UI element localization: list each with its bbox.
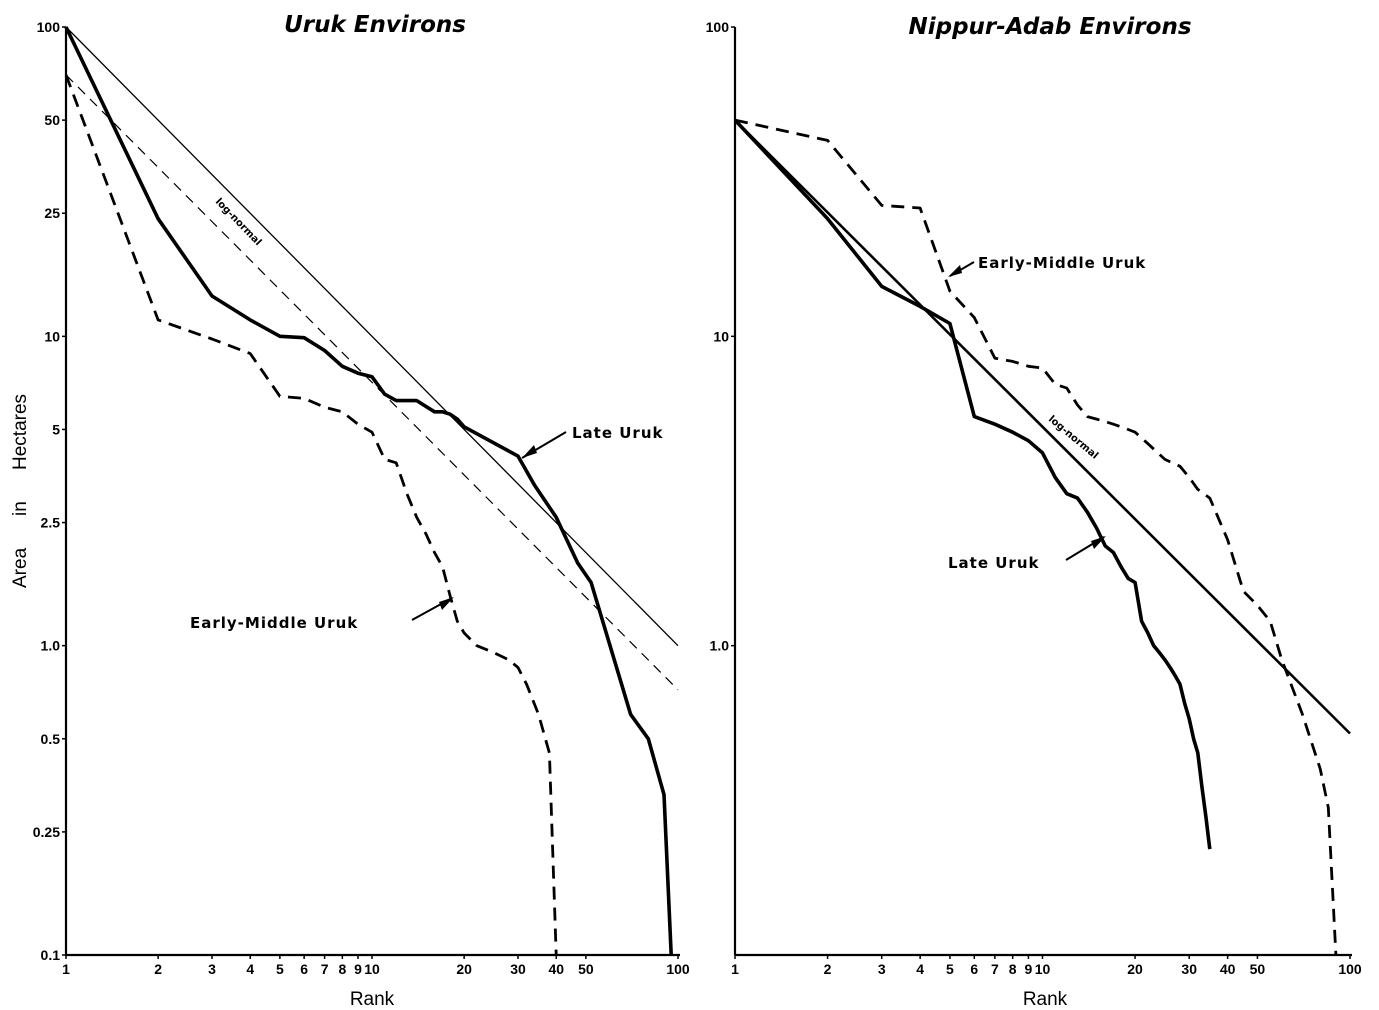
x-tick-label: 40 xyxy=(1220,961,1236,977)
reference-lines xyxy=(65,26,679,691)
series-lines xyxy=(733,118,1338,956)
x-tick-label: 10 xyxy=(1035,961,1051,977)
x-tick-label: 9 xyxy=(1025,961,1033,977)
x-tick-label: 20 xyxy=(1127,961,1143,977)
chart-uruk-environs: Uruk Environs 1 2 3 4 5 6 7 8 9 10 20 30 40 50 1000.10… xyxy=(10,12,690,1010)
axes xyxy=(733,27,1352,957)
x-tick-label: 50 xyxy=(1250,961,1266,977)
y-tick-label: 10 xyxy=(713,328,729,344)
series-lines xyxy=(64,26,673,956)
x-tick-label: 10 xyxy=(364,961,380,977)
y-tick-label: 50 xyxy=(44,112,60,128)
y-axis-label-word: Hectares xyxy=(10,394,31,470)
y-tick-label: 0.25 xyxy=(33,824,60,840)
x-tick-label: 1 xyxy=(62,961,70,977)
x-tick-label: 3 xyxy=(878,961,886,977)
reference-line xyxy=(65,74,679,691)
y-tick-label: 100 xyxy=(706,19,730,35)
x-tick-label: 20 xyxy=(456,961,472,977)
series-line xyxy=(734,118,1338,956)
arrowhead-icon xyxy=(948,265,962,277)
series-line xyxy=(733,118,1212,850)
tick-labels: 1 2 3 4 5 6 7 8 9 10 20 30 40 50 1000.10.250.51.02.551… xyxy=(33,19,690,977)
y-tick-label: 2.5 xyxy=(41,515,61,531)
arrowhead-icon xyxy=(1091,536,1106,549)
x-tick-label: 30 xyxy=(1181,961,1197,977)
arrowhead-icon xyxy=(439,597,454,610)
y-axis-label: Area in Hectares xyxy=(10,394,31,588)
x-tick-label: 4 xyxy=(916,961,924,977)
axes xyxy=(64,27,680,957)
reference-lines xyxy=(734,119,1351,735)
x-tick-label: 8 xyxy=(338,961,346,977)
x-tick-label: 100 xyxy=(1338,961,1362,977)
x-axis-label: Rank xyxy=(1023,989,1068,1010)
chart-title: Uruk Environs xyxy=(284,12,466,38)
annotation-late-uruk: Late Uruk xyxy=(948,554,1040,572)
x-tick-label: 100 xyxy=(666,961,690,977)
x-tick-label: 40 xyxy=(548,961,564,977)
y-tick-label: 0.5 xyxy=(41,731,61,747)
series-line xyxy=(64,74,558,956)
chart-nippur-adab-environs: Nippur-Adab Environs 1 2 3 4 5 6 7 8 9 10 20 30 40 50… xyxy=(706,14,1362,1010)
reference-line xyxy=(734,119,1351,735)
y-tick-label: 1.0 xyxy=(710,638,730,654)
y-tick-label: 5 xyxy=(52,421,60,437)
y-tick-label: 25 xyxy=(44,205,60,221)
y-tick-label: 10 xyxy=(44,328,60,344)
x-tick-label: 9 xyxy=(354,961,362,977)
reference-line xyxy=(65,26,679,647)
x-tick-label: 5 xyxy=(276,961,284,977)
arrowhead-icon xyxy=(522,445,537,458)
x-tick-label: 30 xyxy=(510,961,526,977)
x-tick-label: 1 xyxy=(731,961,739,977)
y-tick-label: 1.0 xyxy=(41,638,61,654)
annotation-early-middle-uruk: Early-Middle Uruk xyxy=(978,254,1146,272)
x-tick-label: 8 xyxy=(1009,961,1017,977)
y-axis-label-word: Area xyxy=(10,547,31,588)
chart-title: Nippur-Adab Environs xyxy=(908,14,1191,40)
y-axis-label-word: in xyxy=(10,501,31,516)
x-tick-label: 4 xyxy=(246,961,254,977)
y-tick-label: 0.1 xyxy=(41,947,61,963)
y-tick-label: 100 xyxy=(37,19,61,35)
x-tick-label: 5 xyxy=(946,961,954,977)
annotation-late-uruk: Late Uruk xyxy=(572,424,664,442)
annotation-early-middle-uruk: Early-Middle Uruk xyxy=(190,614,358,632)
annotation-log-normal: log-normal xyxy=(213,196,263,248)
series-line xyxy=(64,26,673,956)
x-tick-label: 2 xyxy=(154,961,162,977)
x-tick-label: 7 xyxy=(991,961,999,977)
x-tick-label: 50 xyxy=(578,961,594,977)
x-axis-label: Rank xyxy=(350,989,395,1010)
x-tick-label: 6 xyxy=(300,961,308,977)
x-tick-label: 2 xyxy=(824,961,832,977)
x-tick-label: 6 xyxy=(970,961,978,977)
x-tick-label: 7 xyxy=(321,961,329,977)
x-tick-label: 3 xyxy=(208,961,216,977)
